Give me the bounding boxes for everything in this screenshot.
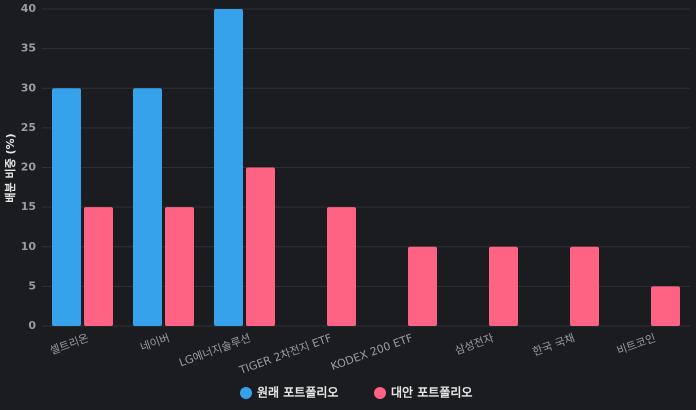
bar [246, 167, 275, 326]
bar [214, 9, 243, 326]
bar [327, 207, 356, 326]
x-tick-label: KODEX 200 ETF [329, 331, 414, 373]
x-tick-label: TIGER 2차전지 ETF [237, 331, 334, 377]
bar [52, 88, 81, 326]
y-tick-label: 40 [21, 2, 37, 15]
legend-label: 원래 포트폴리오 [257, 385, 338, 400]
y-tick-label: 0 [28, 319, 36, 332]
y-tick-label: 15 [21, 200, 36, 213]
bar [408, 246, 437, 326]
bar [165, 207, 194, 326]
legend-swatch [240, 387, 252, 399]
legend-swatch [374, 387, 386, 399]
y-tick-label: 30 [21, 81, 37, 94]
bar [489, 246, 518, 326]
y-tick-label: 20 [21, 161, 37, 174]
y-tick-label: 35 [21, 42, 36, 55]
x-tick-label: 삼성전자 [453, 331, 495, 357]
x-tick-label: 비트코인 [615, 331, 657, 357]
bar [651, 286, 680, 326]
y-tick-label: 10 [21, 240, 37, 253]
legend-label: 대안 포트폴리오 [391, 385, 472, 400]
bar [84, 207, 113, 326]
x-tick-label: 셀트리온 [48, 331, 90, 357]
y-tick-label: 25 [21, 121, 36, 134]
bar [133, 88, 162, 326]
y-tick-label: 5 [28, 279, 36, 292]
x-tick-label: 네이버 [139, 331, 172, 354]
y-axis-label: 배분 비중 (%) [3, 133, 17, 202]
x-tick-label: 한국 국채 [531, 331, 577, 358]
bar [570, 246, 599, 326]
